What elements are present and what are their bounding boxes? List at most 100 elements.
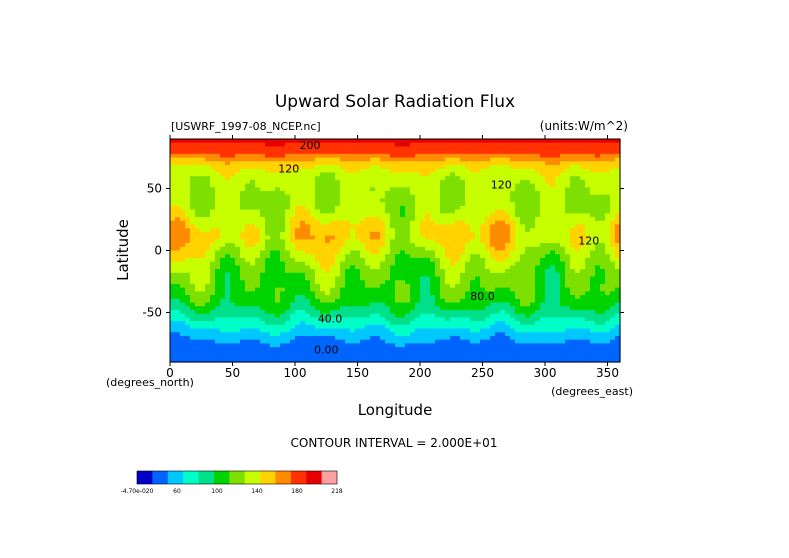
field-cell xyxy=(370,280,376,285)
field-cell xyxy=(260,228,266,233)
field-cell xyxy=(215,269,221,274)
field-cell xyxy=(385,187,391,192)
field-cell xyxy=(510,313,516,318)
field-cell xyxy=(205,335,211,341)
field-cell xyxy=(375,239,381,244)
field-cell xyxy=(400,205,406,211)
field-cell xyxy=(250,309,256,315)
field-cell xyxy=(550,313,556,318)
field-cell xyxy=(370,254,376,259)
field-cell xyxy=(355,168,361,174)
field-cell xyxy=(560,239,566,244)
field-cell xyxy=(185,298,191,304)
field-cell xyxy=(290,276,296,281)
field-cell xyxy=(590,287,596,292)
field-cell xyxy=(470,139,476,144)
field-cell xyxy=(185,272,191,278)
field-cell xyxy=(285,317,291,322)
field-cell xyxy=(315,328,321,333)
field-cell xyxy=(215,146,221,151)
field-cell xyxy=(470,335,476,341)
field-cell xyxy=(400,283,406,289)
field-cell xyxy=(245,176,251,181)
field-cell xyxy=(435,295,441,300)
field-cell xyxy=(375,276,381,281)
field-cell xyxy=(595,198,601,203)
field-cell xyxy=(445,209,451,214)
field-cell xyxy=(605,161,611,166)
field-cell xyxy=(425,205,431,211)
field-cell xyxy=(485,276,491,281)
field-cell xyxy=(310,142,316,148)
field-cell xyxy=(195,168,201,174)
field-cell xyxy=(195,324,201,330)
field-cell xyxy=(605,261,611,266)
field-cell xyxy=(175,272,181,278)
field-cell xyxy=(185,217,191,222)
field-cell xyxy=(380,157,386,162)
field-cell xyxy=(320,295,326,300)
field-cell xyxy=(345,265,351,270)
field-cell xyxy=(340,153,346,159)
field-cell xyxy=(455,302,461,307)
field-cell xyxy=(530,254,536,259)
field-cell xyxy=(240,269,246,274)
field-cell xyxy=(180,309,186,315)
field-cell xyxy=(205,254,211,259)
field-cell xyxy=(200,198,206,203)
field-cell xyxy=(350,217,356,222)
field-cell xyxy=(395,257,401,263)
field-cell xyxy=(295,291,301,296)
field-cell xyxy=(370,309,376,315)
field-cell xyxy=(605,250,611,255)
field-cell xyxy=(365,194,371,200)
field-cell xyxy=(415,250,421,255)
field-cell xyxy=(365,324,371,330)
field-cell xyxy=(485,335,491,341)
field-cell xyxy=(420,183,426,188)
field-cell xyxy=(570,150,576,155)
field-cell xyxy=(465,250,471,255)
field-cell xyxy=(540,332,546,337)
field-cell xyxy=(240,231,246,237)
field-cell xyxy=(425,142,431,148)
field-cell xyxy=(220,287,226,292)
field-cell xyxy=(300,228,306,233)
field-cell xyxy=(175,339,181,345)
field-cell xyxy=(290,168,296,174)
field-cell xyxy=(440,287,446,292)
field-cell xyxy=(460,324,466,330)
field-cell xyxy=(190,150,196,155)
field-cell xyxy=(610,150,616,155)
field-cell xyxy=(430,283,436,289)
field-cell xyxy=(300,168,306,174)
field-cell xyxy=(220,339,226,345)
field-cell xyxy=(250,172,256,177)
field-cell xyxy=(570,265,576,270)
field-cell xyxy=(570,209,576,214)
field-cell xyxy=(335,272,341,278)
field-cell xyxy=(190,243,196,248)
field-cell xyxy=(565,243,571,248)
field-cell xyxy=(395,183,401,188)
field-cell xyxy=(590,142,596,148)
field-cell xyxy=(280,235,286,240)
field-cell xyxy=(275,272,281,278)
field-cell xyxy=(235,187,241,192)
field-cell xyxy=(510,161,516,166)
field-cell xyxy=(380,328,386,333)
field-cell xyxy=(245,165,251,170)
field-cell xyxy=(280,198,286,203)
field-cell xyxy=(285,231,291,237)
field-cell xyxy=(400,243,406,248)
field-cell xyxy=(270,309,276,315)
field-cell xyxy=(295,205,301,211)
field-cell xyxy=(400,324,406,330)
field-cell xyxy=(410,283,416,289)
field-cell xyxy=(520,328,526,333)
field-cell xyxy=(395,142,401,148)
field-cell xyxy=(415,172,421,177)
field-cell xyxy=(590,313,596,318)
field-cell xyxy=(370,239,376,244)
field-cell xyxy=(180,302,186,307)
